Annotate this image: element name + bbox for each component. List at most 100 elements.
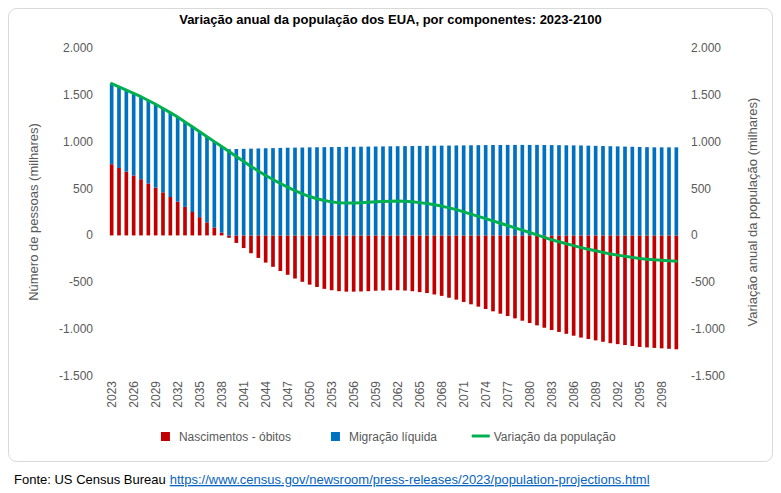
source-link[interactable]: https://www.census.gov/newsroom/press-re…	[170, 472, 650, 487]
bar	[631, 235, 635, 346]
x-tick-label: 2056	[347, 381, 361, 408]
y2-tick-label: 1.500	[691, 88, 721, 102]
bar	[528, 235, 532, 323]
bar	[484, 145, 488, 235]
bar	[675, 235, 679, 349]
bar	[411, 235, 415, 291]
y2-axis-title: Variação anual da população (milhares)	[745, 98, 760, 327]
x-tick-label: 2026	[127, 381, 141, 408]
bar	[315, 147, 319, 235]
bar	[638, 235, 642, 347]
bar	[132, 93, 136, 175]
bar	[183, 207, 187, 236]
bar	[550, 145, 554, 235]
bar	[484, 235, 488, 309]
bar	[198, 217, 202, 235]
bar	[110, 164, 114, 235]
y-axis-title: Número de pessoas (milhares)	[26, 123, 41, 301]
bar	[315, 235, 319, 287]
bar	[587, 146, 591, 236]
bar	[506, 145, 510, 236]
bar	[301, 148, 305, 236]
bar	[381, 235, 385, 290]
bar	[191, 212, 195, 235]
bar	[345, 235, 349, 291]
bar	[623, 235, 627, 345]
x-tick-label: 2098	[655, 381, 669, 408]
chart-frame	[9, 9, 773, 462]
x-tick-label: 2050	[303, 381, 317, 408]
bar	[572, 235, 576, 335]
legend-label: Nascimentos - óbitos	[179, 430, 291, 444]
bar	[293, 235, 297, 278]
bar	[389, 235, 393, 290]
bar	[264, 148, 268, 235]
source-text: Fonte: US Census Bureau	[14, 472, 166, 487]
bar	[110, 84, 114, 165]
bar	[447, 235, 451, 297]
bar	[667, 235, 671, 348]
bar	[675, 147, 679, 235]
y-tick-label: 500	[73, 182, 93, 196]
bar	[411, 146, 415, 235]
x-tick-label: 2047	[281, 381, 295, 408]
bar	[396, 146, 400, 235]
bar	[213, 142, 217, 228]
bar	[198, 132, 202, 217]
chart-title: Variação anual da população dos EUA, por…	[179, 12, 602, 27]
bar	[462, 145, 466, 235]
bar	[535, 235, 539, 325]
legend-swatch	[161, 432, 170, 441]
x-tick-label: 2035	[193, 381, 207, 408]
bar	[352, 235, 356, 291]
bar	[374, 235, 378, 290]
y2-tick-label: 1.000	[691, 135, 721, 149]
bar	[579, 145, 583, 235]
bar	[425, 146, 429, 236]
y-tick-label: 0	[86, 228, 93, 242]
bar	[601, 146, 605, 235]
bar	[440, 146, 444, 236]
bar	[271, 235, 275, 266]
bar	[286, 235, 290, 274]
bar	[462, 235, 466, 302]
bar	[594, 146, 598, 236]
bar	[396, 235, 400, 290]
bar	[403, 146, 407, 235]
x-tick-label: 2032	[171, 381, 185, 408]
x-tick-label: 2074	[479, 381, 493, 408]
bar	[352, 147, 356, 236]
bar	[169, 113, 173, 197]
bar	[220, 147, 224, 233]
x-tick-label: 2080	[523, 381, 537, 408]
chart: Variação anual da população dos EUA, por…	[0, 0, 781, 493]
bar	[330, 147, 334, 235]
bar	[660, 235, 664, 348]
bar	[477, 145, 481, 235]
bar	[660, 147, 664, 235]
bar	[242, 235, 246, 248]
bar	[249, 149, 253, 236]
bar	[557, 145, 561, 235]
bar	[535, 145, 539, 236]
plot-marks	[110, 84, 678, 350]
bar	[645, 235, 649, 347]
x-tick-label: 2041	[237, 381, 251, 408]
bar	[609, 146, 613, 235]
bar	[235, 235, 239, 242]
x-tick-label: 2044	[259, 381, 273, 408]
bar	[499, 235, 503, 313]
y2-tick-label: -1.500	[691, 369, 725, 383]
bar	[117, 168, 121, 235]
bar	[139, 97, 143, 179]
bar	[323, 235, 327, 288]
line	[112, 84, 677, 262]
bar	[183, 122, 187, 207]
bar	[125, 172, 129, 236]
bar	[616, 235, 620, 344]
bar	[359, 147, 363, 236]
bar	[469, 235, 473, 304]
bar	[638, 147, 642, 235]
bar	[645, 147, 649, 235]
bar	[557, 235, 561, 332]
